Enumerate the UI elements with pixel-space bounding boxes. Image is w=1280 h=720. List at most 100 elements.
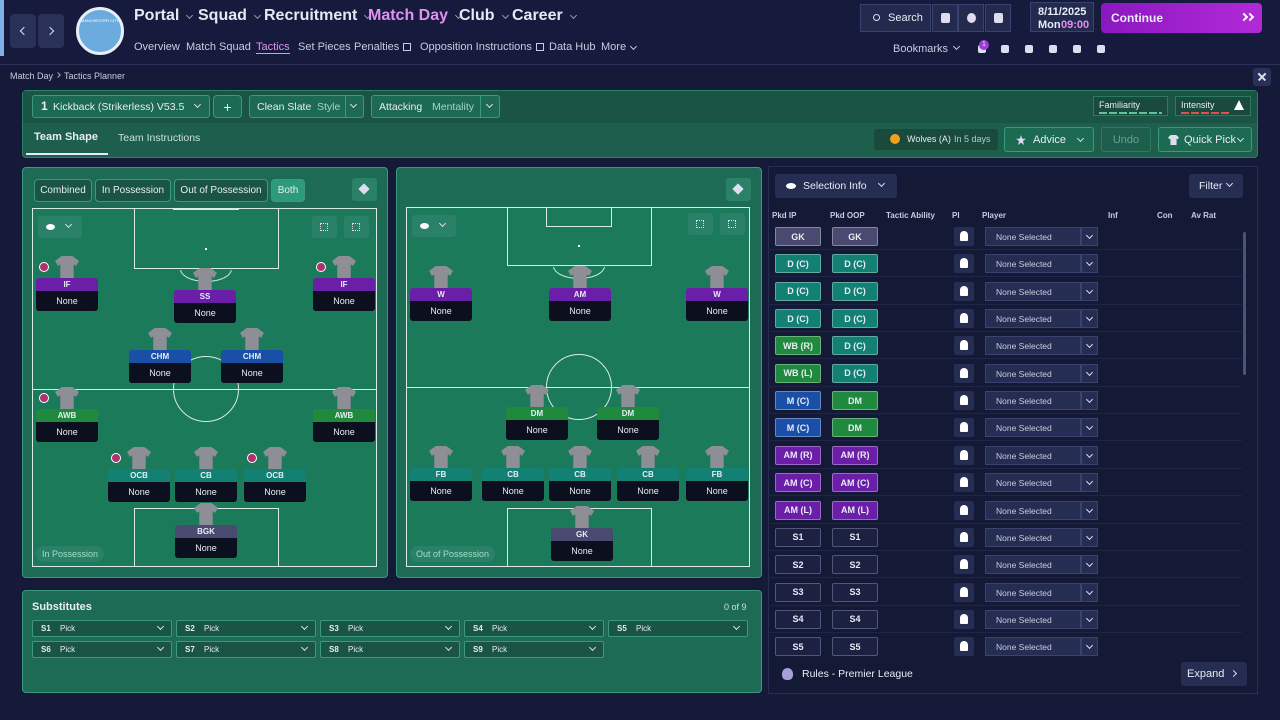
player-select[interactable]: None Selected	[985, 527, 1081, 547]
pkd-oop[interactable]: AM (R)	[832, 445, 878, 465]
formation-button[interactable]	[726, 178, 751, 201]
pkd-oop[interactable]: S2	[832, 555, 878, 575]
player-card[interactable]: DM None	[506, 385, 568, 440]
player-select[interactable]: None Selected	[985, 363, 1081, 383]
player-select[interactable]: None Selected	[985, 254, 1081, 274]
nav-menu[interactable]: Career	[512, 7, 563, 24]
pkd-oop[interactable]: S5	[832, 637, 878, 656]
player-card[interactable]: GK None	[551, 506, 613, 561]
player-select[interactable]: None Selected	[985, 637, 1081, 656]
player-select[interactable]: None Selected	[985, 336, 1081, 356]
pkd-ip[interactable]: GK	[775, 227, 821, 246]
subnav-link[interactable]: More	[601, 41, 627, 53]
intensity-meter[interactable]: Intensity	[1175, 96, 1251, 116]
player-dropdown[interactable]	[1081, 555, 1098, 575]
arrange-button[interactable]	[688, 213, 713, 235]
close-button[interactable]	[1253, 68, 1271, 86]
quick-pick-button[interactable]: Quick Pick	[1158, 127, 1252, 152]
column-header[interactable]: Pkd IP	[772, 211, 797, 220]
player-select[interactable]: None Selected	[985, 445, 1081, 465]
player-card[interactable]: AWB None	[36, 387, 98, 442]
sub-slot[interactable]: S5 Pick	[608, 620, 748, 637]
rules-label[interactable]: Rules - Premier League	[802, 668, 913, 680]
bookmark-icon[interactable]	[1070, 42, 1084, 56]
expand-button[interactable]: Expand	[1181, 662, 1247, 686]
pkd-ip[interactable]: WB (L)	[775, 363, 821, 383]
player-select[interactable]: None Selected	[985, 555, 1081, 575]
breadcrumb-1[interactable]: Match Day	[10, 71, 54, 81]
subnav-link[interactable]: Tactics	[256, 41, 290, 54]
forward-button[interactable]	[38, 14, 64, 48]
tab-team-instructions[interactable]: Team Instructions	[118, 132, 201, 144]
sub-slot[interactable]: S7 Pick	[176, 641, 316, 658]
pkd-ip[interactable]: S4	[775, 609, 821, 629]
shape-filter[interactable]: In Possession	[95, 179, 171, 202]
sub-slot[interactable]: S2 Pick	[176, 620, 316, 637]
player-select[interactable]: None Selected	[985, 309, 1081, 329]
expand-button[interactable]	[720, 213, 745, 235]
player-dropdown[interactable]	[1081, 254, 1098, 274]
sub-slot[interactable]: S6 Pick	[32, 641, 172, 658]
player-dropdown[interactable]	[1081, 309, 1098, 329]
sub-slot[interactable]: S1 Pick	[32, 620, 172, 637]
player-card[interactable]: CHM None	[221, 328, 283, 383]
player-dropdown[interactable]	[1081, 227, 1098, 246]
pkd-oop[interactable]: DM	[832, 418, 878, 438]
player-card[interactable]: CB None	[482, 446, 544, 501]
player-dropdown[interactable]	[1081, 500, 1098, 520]
bookmark-icon[interactable]	[1094, 42, 1108, 56]
bookmark-icon[interactable]	[998, 42, 1012, 56]
pkd-ip[interactable]: M (C)	[775, 418, 821, 438]
selection-dropdown[interactable]: Selection Info	[775, 174, 897, 198]
nav-menu[interactable]: Club	[459, 7, 495, 24]
arrange-button[interactable]	[312, 216, 337, 238]
pkd-ip[interactable]: AM (C)	[775, 473, 821, 493]
player-dropdown[interactable]	[1081, 582, 1098, 602]
shape-filter[interactable]: Both	[271, 179, 305, 202]
pkd-oop[interactable]: S4	[832, 609, 878, 629]
pi-button[interactable]	[954, 637, 974, 656]
continue-button[interactable]: Continue	[1101, 3, 1262, 33]
player-select[interactable]: None Selected	[985, 582, 1081, 602]
column-header[interactable]: Tactic Ability	[886, 211, 935, 220]
toolbar-icon[interactable]	[958, 4, 984, 32]
view-button[interactable]	[38, 216, 82, 238]
column-header[interactable]: Con	[1157, 211, 1173, 220]
pi-button[interactable]	[954, 309, 974, 329]
player-select[interactable]: None Selected	[985, 227, 1081, 246]
view-button[interactable]	[412, 215, 456, 237]
pkd-oop[interactable]: D (C)	[832, 309, 878, 329]
expand-button[interactable]	[344, 216, 369, 238]
bookmark-icon[interactable]	[1022, 42, 1036, 56]
player-card[interactable]: SS None	[174, 268, 236, 323]
pkd-oop[interactable]: S1	[832, 527, 878, 547]
tactic-select[interactable]: 1 Kickback (Strikerless) V53.5	[32, 95, 210, 118]
pi-button[interactable]	[954, 445, 974, 465]
shape-filter[interactable]: Out of Possession	[174, 179, 268, 202]
pkd-ip[interactable]: WB (R)	[775, 336, 821, 356]
add-tactic-button[interactable]: +	[213, 95, 242, 118]
pkd-ip[interactable]: D (C)	[775, 309, 821, 329]
pkd-ip[interactable]: S3	[775, 582, 821, 602]
mentality-select[interactable]: Attacking Mentality	[371, 95, 500, 118]
subnav-link[interactable]: Opposition Instructions	[420, 41, 532, 53]
player-select[interactable]: None Selected	[985, 281, 1081, 301]
player-dropdown[interactable]	[1081, 363, 1098, 383]
pkd-ip[interactable]: D (C)	[775, 254, 821, 274]
pkd-ip[interactable]: M (C)	[775, 391, 821, 411]
pi-button[interactable]	[954, 473, 974, 493]
player-card[interactable]: OCB None	[244, 447, 306, 502]
sub-slot[interactable]: S4 Pick	[464, 620, 604, 637]
player-dropdown[interactable]	[1081, 391, 1098, 411]
player-select[interactable]: None Selected	[985, 500, 1081, 520]
player-select[interactable]: None Selected	[985, 609, 1081, 629]
subnav-link[interactable]: Data Hub	[549, 41, 596, 53]
player-card[interactable]: CB None	[617, 446, 679, 501]
pi-button[interactable]	[954, 527, 974, 547]
player-card[interactable]: BGK None	[175, 503, 237, 558]
pkd-oop[interactable]: S3	[832, 582, 878, 602]
player-dropdown[interactable]	[1081, 637, 1098, 656]
player-dropdown[interactable]	[1081, 445, 1098, 465]
player-card[interactable]: W None	[410, 266, 472, 321]
player-card[interactable]: OCB None	[108, 447, 170, 502]
